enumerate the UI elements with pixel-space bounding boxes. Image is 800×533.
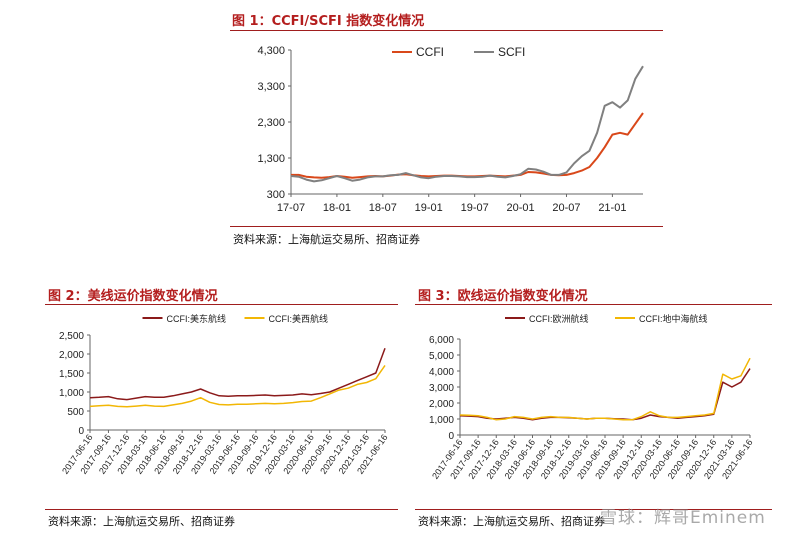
y-tick-label: 4,300 <box>257 45 285 57</box>
y-tick-label: 4,000 <box>429 367 454 378</box>
chart1-title-rule <box>230 30 663 31</box>
series-line-1 <box>291 112 644 179</box>
legend-label: CCFI <box>416 45 444 59</box>
chart1-source-rule <box>230 226 663 227</box>
legend-label: CCFI:地中海航线 <box>639 313 708 324</box>
x-tick-label: 19-07 <box>461 202 489 214</box>
chart3-source-rule <box>415 509 772 510</box>
legend-label: CCFI:美东航线 <box>167 313 227 324</box>
chart3-source: 资料来源：上海航运交易所、招商证券 <box>418 515 605 528</box>
y-tick-label: 5,000 <box>429 351 454 362</box>
y-tick-label: 2,300 <box>257 117 285 129</box>
series-line-1 <box>459 368 751 421</box>
y-tick-label: 2,000 <box>59 350 84 361</box>
y-tick-label: 1,000 <box>429 415 454 426</box>
x-tick-label: 17-07 <box>277 202 305 214</box>
chart3-title-rule <box>415 304 772 305</box>
chart2-title: 图 2：美线运价指数变化情况 <box>48 289 218 304</box>
chart1-title: 图 1：CCFI/SCFI 指数变化情况 <box>232 14 425 29</box>
y-tick-label: 300 <box>267 189 285 201</box>
chart2: 2,5002,0001,5001,00050002017-06-162017-0… <box>59 313 390 476</box>
chart2-source-rule <box>45 509 398 510</box>
y-tick-label: 3,000 <box>429 383 454 394</box>
chart2-title-rule <box>45 304 398 305</box>
chart2-source: 资料来源：上海航运交易所、招商证券 <box>48 515 235 528</box>
y-tick-label: 0 <box>448 431 454 442</box>
y-tick-label: 1,000 <box>59 388 84 399</box>
series-line-1 <box>89 348 386 401</box>
legend-label: SCFI <box>498 45 525 59</box>
chart3: 6,0005,0004,0003,0002,0001,00002017-06-1… <box>429 313 755 481</box>
y-tick-label: 500 <box>67 407 84 418</box>
y-tick-label: 3,300 <box>257 81 285 93</box>
x-tick-label: 18-07 <box>369 202 397 214</box>
y-tick-label: 6,000 <box>429 335 454 346</box>
series-line-2 <box>89 364 386 408</box>
y-tick-label: 2,000 <box>429 399 454 410</box>
series-line-2 <box>459 357 751 421</box>
legend-label: CCFI:欧洲航线 <box>529 313 589 324</box>
y-tick-label: 1,500 <box>59 369 84 380</box>
legend-label: CCFI:美西航线 <box>269 313 329 324</box>
x-tick-label: 21-01 <box>598 202 626 214</box>
y-tick-label: 2,500 <box>59 331 84 342</box>
y-tick-label: 1,300 <box>257 153 285 165</box>
watermark: 雪球：辉哥Eminem <box>600 508 766 528</box>
chart1-source: 资料来源：上海航运交易所、招商证券 <box>233 233 420 246</box>
series-line-2 <box>290 65 644 183</box>
x-tick-label: 18-01 <box>323 202 351 214</box>
x-tick-label: 20-01 <box>506 202 534 214</box>
x-tick-label: 19-01 <box>415 202 443 214</box>
chart3-title: 图 3：欧线运价指数变化情况 <box>418 289 588 304</box>
x-tick-label: 20-07 <box>552 202 580 214</box>
y-tick-label: 0 <box>78 426 84 437</box>
